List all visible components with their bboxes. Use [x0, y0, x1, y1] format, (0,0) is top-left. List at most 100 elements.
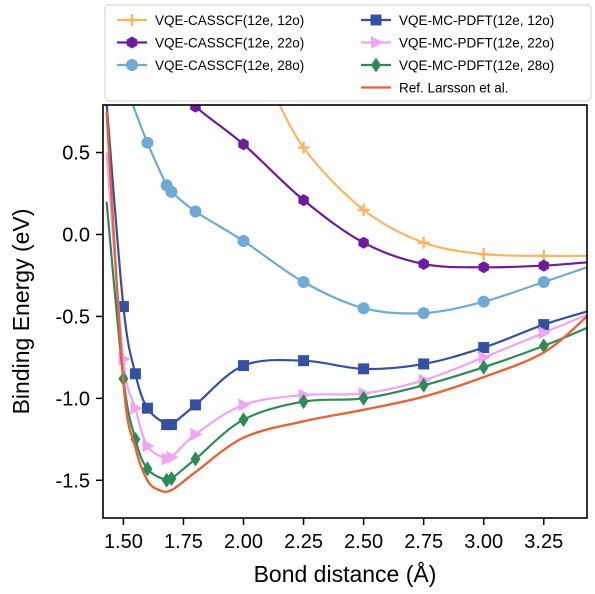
series-1-point — [357, 203, 370, 216]
series-2-point — [238, 138, 249, 151]
series-6-point — [142, 461, 153, 477]
legend-swatch-marker — [371, 57, 381, 73]
series-5-line — [105, 152, 587, 462]
y-axis-ticks: -1.5 -1.0 -0.5 0.0 0.5 — [56, 143, 103, 492]
series-3-point — [141, 136, 154, 149]
series-3-point — [297, 276, 310, 288]
y-axis-label: Binding Energy (eV) — [8, 209, 34, 415]
series-4-point — [358, 363, 370, 375]
plot-frame — [102, 104, 588, 519]
x-tick-label: 1.50 — [104, 531, 143, 553]
series-4-line — [105, 105, 587, 428]
series-4-point — [141, 402, 153, 414]
series-5-point — [166, 450, 179, 464]
y-tick-label: 0.0 — [62, 224, 90, 246]
legend-label: VQE-MC-PDFT(12e, 28o) — [399, 58, 554, 73]
series-3-point — [237, 235, 250, 248]
series-3-point — [189, 205, 202, 218]
series-3-point — [165, 185, 178, 198]
series-4-point — [238, 360, 250, 372]
series-4-point — [478, 342, 490, 354]
series-5-point — [190, 427, 203, 441]
legend-label: VQE-CASSCF(12e, 22o) — [155, 36, 304, 51]
legend-item-3: VQE-CASSCF(12e, 28o) — [117, 58, 304, 73]
series-6-point — [478, 359, 489, 375]
legend-swatch-marker — [126, 14, 138, 26]
legend-swatch-marker — [126, 59, 138, 71]
series-3-point — [357, 302, 370, 315]
x-tick-label: 2.75 — [404, 531, 443, 553]
series-6 — [105, 201, 587, 488]
legend-item-5: VQE-MC-PDFT(12e, 22o) — [361, 36, 554, 51]
series-3-point — [537, 276, 550, 288]
series-2-point — [478, 261, 489, 274]
series-2-point — [418, 258, 429, 270]
series-5-point — [538, 326, 551, 340]
legend-label: VQE-CASSCF(12e, 28o) — [155, 58, 304, 73]
x-tick-label: 1.75 — [164, 531, 203, 553]
legend-item-1: VQE-CASSCF(12e, 12o) — [117, 13, 304, 28]
legend-swatch-marker — [126, 36, 138, 49]
series-2-line — [192, 105, 587, 269]
series-4-point — [165, 419, 177, 431]
legend-swatch-marker — [370, 14, 382, 26]
series-1-point — [477, 248, 490, 261]
series-3-line — [131, 105, 587, 315]
series-2-point — [538, 259, 549, 272]
series-7-line — [105, 111, 587, 494]
series-3-point — [417, 307, 430, 320]
legend-item-4: VQE-MC-PDFT(12e, 12o) — [361, 13, 554, 28]
legend-label: Ref. Larsson et al. — [399, 81, 509, 96]
series-3 — [131, 105, 587, 320]
legend-item-7: Ref. Larsson et al. — [361, 81, 509, 96]
series-7 — [105, 111, 587, 494]
series-6-point — [238, 412, 249, 428]
series-5-point — [478, 350, 491, 364]
series-4-point — [117, 301, 129, 313]
legend-label: VQE-MC-PDFT(12e, 22o) — [399, 36, 554, 51]
legend-swatch-marker — [371, 36, 383, 49]
series-6-point — [418, 377, 429, 393]
series-6-point — [190, 451, 201, 467]
x-tick-label: 2.25 — [284, 531, 323, 553]
series-2 — [190, 105, 587, 274]
x-tick-label: 3.00 — [464, 531, 503, 553]
series-2-point — [298, 194, 309, 207]
x-tick-label: 3.25 — [524, 531, 563, 553]
series-5-point — [130, 401, 143, 415]
series-4-point — [129, 368, 141, 380]
x-axis-label: Bond distance (Å) — [254, 560, 437, 587]
series-4-point — [189, 399, 201, 411]
series-4-point — [298, 355, 310, 367]
series-1 — [278, 105, 587, 262]
legend: VQE-CASSCF(12e, 12o) VQE-CASSCF(12e, 22o)… — [104, 4, 592, 102]
series-4 — [105, 105, 587, 431]
y-tick-label: 0.5 — [62, 143, 90, 165]
series-4-point — [538, 319, 550, 331]
x-tick-label: 2.50 — [344, 531, 383, 553]
y-tick-label: -0.5 — [56, 306, 90, 328]
series-1-point — [417, 236, 430, 249]
series-layer — [105, 105, 587, 494]
series-6-point — [358, 390, 369, 406]
legend-label: VQE-MC-PDFT(12e, 12o) — [399, 13, 554, 28]
y-tick-label: -1.0 — [56, 388, 90, 410]
x-axis-ticks: 1.50 1.75 2.00 2.25 2.50 2.75 3.00 3.25 — [104, 518, 563, 553]
series-6-line — [105, 201, 587, 483]
y-tick-label: -1.5 — [56, 470, 90, 492]
legend-item-6: VQE-MC-PDFT(12e, 28o) — [361, 57, 554, 73]
legend-item-2: VQE-CASSCF(12e, 22o) — [117, 36, 304, 51]
series-5-point — [142, 439, 155, 453]
series-4-point — [418, 358, 430, 370]
legend-box — [104, 4, 592, 102]
series-2-point — [190, 105, 201, 113]
x-tick-label: 2.00 — [224, 531, 263, 553]
series-5-point — [238, 398, 251, 412]
series-2-point — [358, 236, 369, 249]
series-6-point — [298, 394, 309, 410]
legend-label: VQE-CASSCF(12e, 12o) — [155, 13, 304, 28]
series-6-point — [166, 471, 177, 487]
series-1-point — [297, 141, 310, 154]
series-3-point — [477, 295, 490, 308]
